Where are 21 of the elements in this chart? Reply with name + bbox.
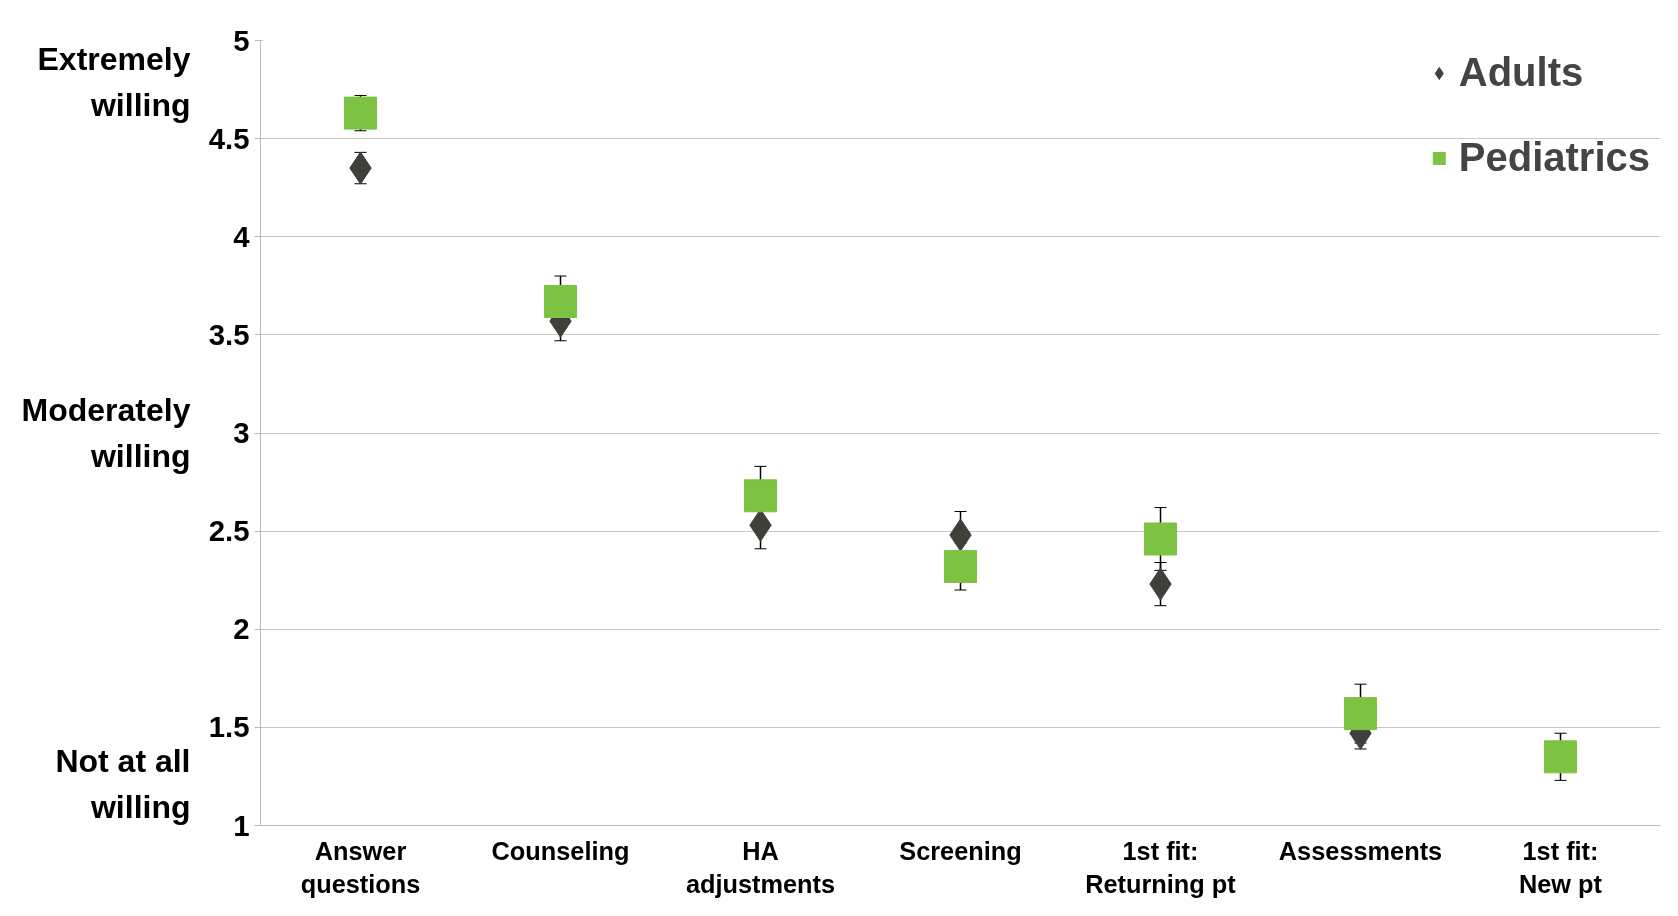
text: Not at all willing <box>55 742 191 826</box>
y-tick-label: 1 <box>233 808 250 842</box>
y-tick-label: 2 <box>233 612 250 646</box>
x-tick-label: HA adjustments <box>685 836 836 899</box>
y-tick-label: 1.5 <box>208 710 250 744</box>
x-tick-label: Answer questions <box>300 836 421 899</box>
y-tick-label: 4.5 <box>208 121 250 155</box>
y-tick-label: 4 <box>233 219 251 253</box>
x-tick-label: Screening <box>899 836 1022 865</box>
x-tick-label: Assessments <box>1278 836 1443 865</box>
y-tick-label: 5 <box>233 23 250 57</box>
y-tick-label: 2.5 <box>208 514 250 548</box>
y-tick-label: 3.5 <box>208 317 250 351</box>
x-tick-label: 1st fit: New pt <box>1518 836 1603 899</box>
y-tick-label: 3 <box>233 416 250 449</box>
text: Moderately willing <box>21 391 191 475</box>
x-tick-label: 1st fit: Returning pt <box>1085 836 1237 899</box>
text: Extremely willing <box>37 40 191 124</box>
legend-label: Pediatrics <box>1458 135 1650 180</box>
legend-label: Adults <box>1458 50 1584 95</box>
x-tick-label: Counseling <box>491 836 630 865</box>
